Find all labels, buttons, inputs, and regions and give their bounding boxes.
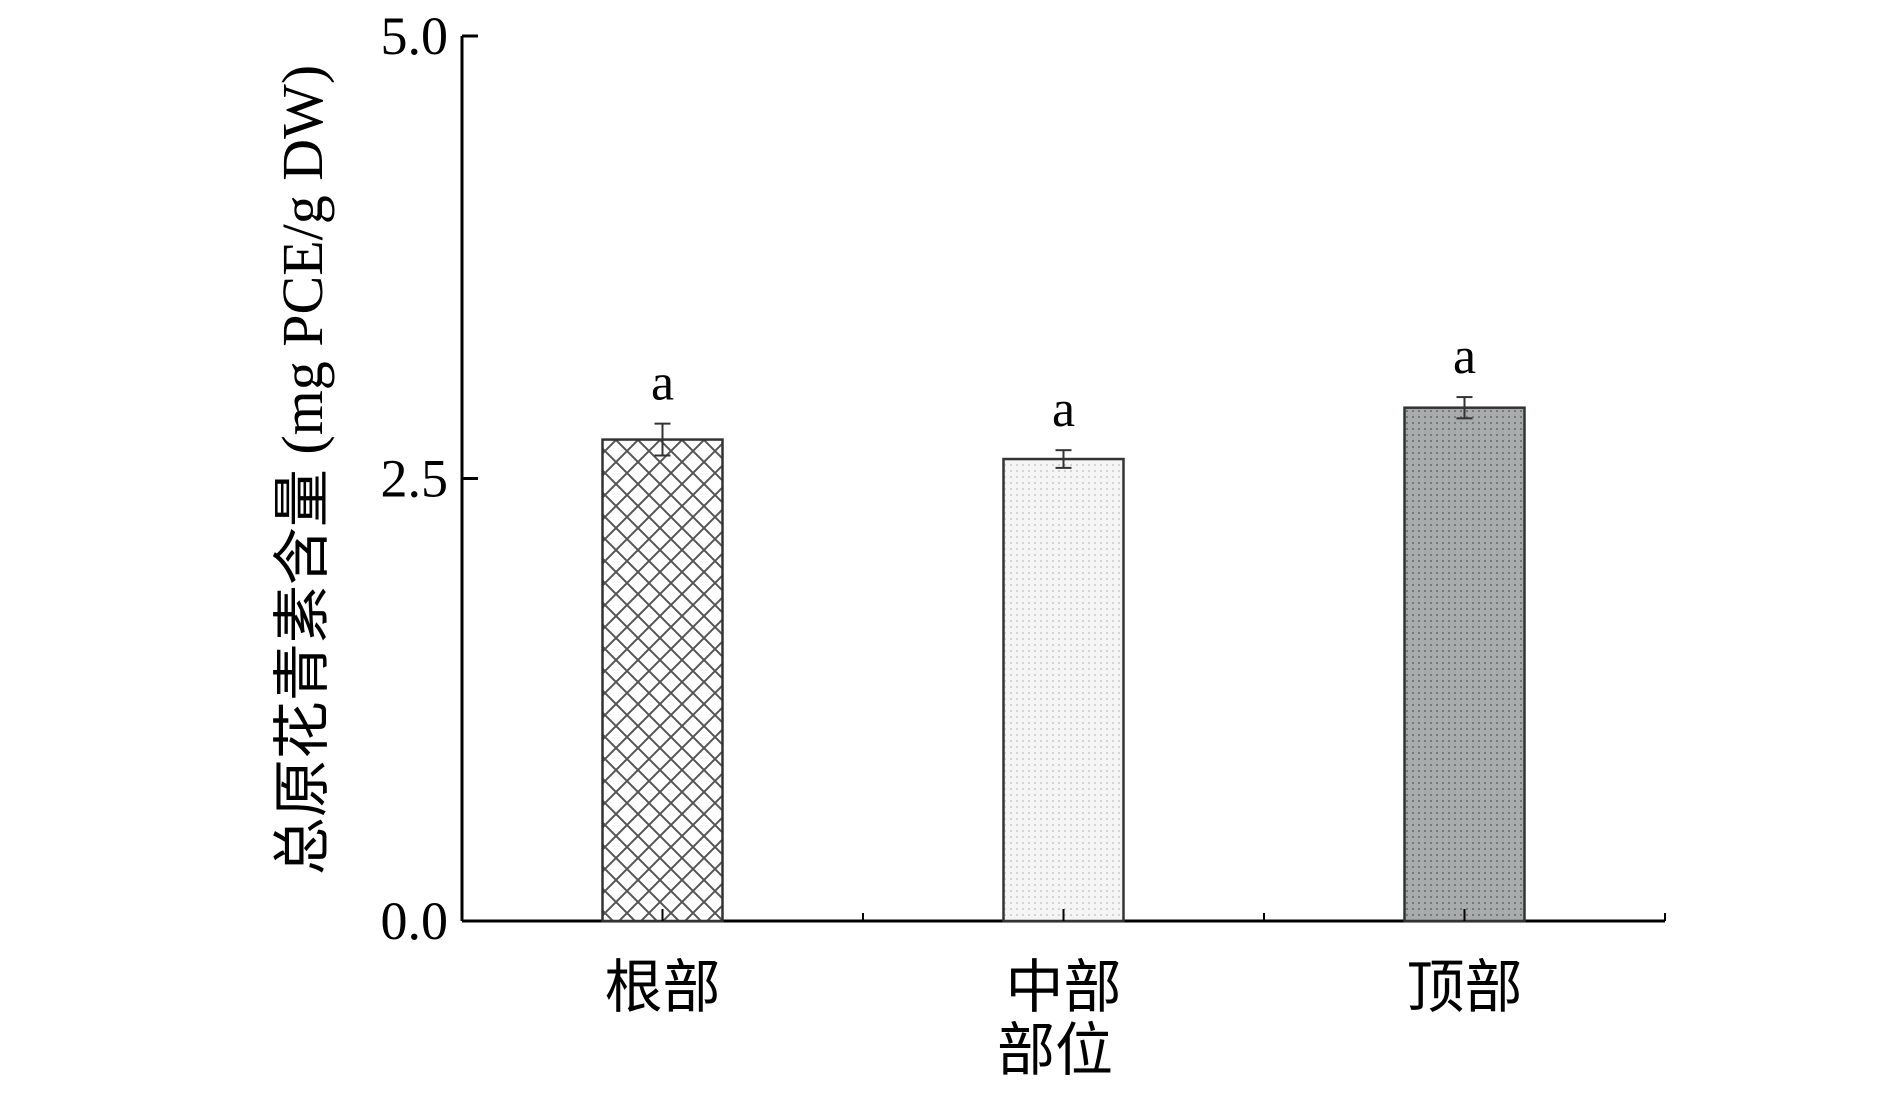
x-axis-title: 部位	[997, 1018, 1113, 1083]
y-tick-label: 2.5	[381, 449, 449, 509]
significance-label: a	[1052, 381, 1075, 438]
bar	[1002, 457, 1125, 923]
significance-label: a	[651, 355, 674, 412]
x-tick-label: 顶部	[1406, 955, 1522, 1020]
y-axis-title: 总原花青素含量 (mg PCE/g DW)	[270, 65, 335, 875]
significance-label: a	[1453, 328, 1476, 385]
y-tick-label: 5.0	[381, 6, 449, 66]
y-tick-label: 0.0	[381, 891, 449, 951]
x-tick-label: 中部	[1005, 955, 1121, 1020]
bar	[601, 438, 724, 923]
bar	[1403, 406, 1526, 923]
plot-area: 0.0 2.5 5.0 a 根部 a 中部 a 顶部	[381, 6, 1666, 1020]
x-tick-label: 根部	[604, 955, 720, 1020]
